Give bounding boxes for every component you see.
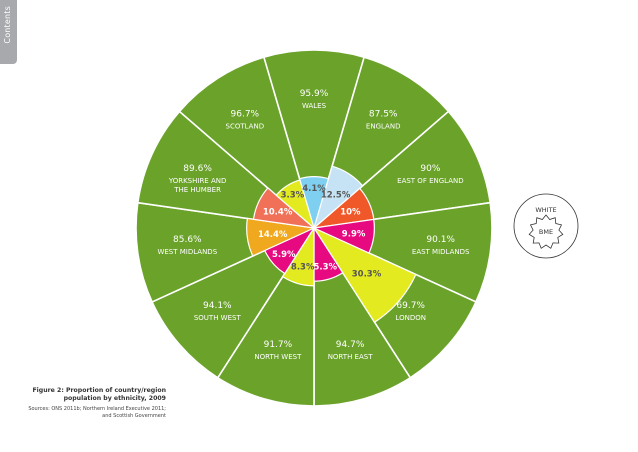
contents-tab[interactable]: Contents bbox=[0, 0, 17, 64]
region-name-scotland: SCOTLAND bbox=[226, 122, 265, 130]
bme-wedge-yorkshire-and-the-humber bbox=[252, 187, 316, 229]
white-value-north-west: 91.7% bbox=[264, 340, 293, 350]
region-name-yorkshire-and-the-humber: THE HUMBER bbox=[173, 186, 221, 194]
white-value-north-east: 94.7% bbox=[336, 340, 365, 350]
region-name-north-west: NORTH WEST bbox=[254, 353, 302, 361]
white-value-london: 69.7% bbox=[396, 301, 425, 311]
bme-value-wales: 4.1% bbox=[302, 184, 326, 194]
white-wedge-south-west bbox=[151, 226, 317, 379]
legend-inner-label: BME bbox=[539, 228, 553, 236]
region-name-west-midlands: WEST MIDLANDS bbox=[157, 248, 217, 256]
white-value-east-midlands: 90.1% bbox=[426, 235, 455, 245]
region-name-east-of-england: EAST OF ENGLAND bbox=[397, 177, 463, 185]
bme-value-england: 12.5% bbox=[321, 190, 351, 200]
bme-value-north-west: 8.3% bbox=[291, 262, 315, 272]
bme-value-south-west: 5.9% bbox=[272, 250, 296, 260]
figure-caption: Figure 2: Proportion of country/region p… bbox=[20, 387, 166, 419]
white-wedge-scotland bbox=[178, 56, 316, 231]
bme-value-scotland: 3.3% bbox=[281, 190, 305, 200]
bme-wedge-england bbox=[312, 165, 364, 230]
white-value-scotland: 96.7% bbox=[231, 109, 260, 119]
white-value-england: 87.5% bbox=[369, 109, 398, 119]
white-value-wales: 95.9% bbox=[300, 89, 329, 99]
figure-source: Sources: ONS 2011b; Northern Ireland Exe… bbox=[28, 406, 166, 419]
region-name-south-west: SOUTH WEST bbox=[194, 314, 242, 322]
white-value-west-midlands: 85.6% bbox=[173, 235, 202, 245]
region-name-north-east: NORTH EAST bbox=[328, 353, 374, 361]
bme-value-west-midlands: 14.4% bbox=[258, 230, 288, 240]
bme-wedge-north-west bbox=[281, 225, 315, 287]
bme-value-yorkshire-and-the-humber: 10.4% bbox=[263, 207, 293, 217]
bme-value-london: 30.3% bbox=[352, 270, 382, 280]
bme-value-east-midlands: 9.9% bbox=[342, 230, 366, 240]
region-name-england: ENGLAND bbox=[366, 122, 401, 130]
white-value-south-west: 94.1% bbox=[203, 301, 232, 311]
figure-title: Figure 2: Proportion of country/region p… bbox=[32, 387, 166, 402]
white-value-yorkshire-and-the-humber: 89.6% bbox=[183, 164, 212, 174]
region-name-london: LONDON bbox=[395, 314, 426, 322]
white-value-east-of-england: 90% bbox=[420, 164, 440, 174]
bme-wedge-west-midlands bbox=[246, 217, 317, 257]
bme-wedge-london bbox=[312, 226, 417, 324]
bme-wedge-scotland bbox=[275, 179, 316, 230]
region-name-yorkshire-and-the-humber: YORKSHIRE AND bbox=[168, 177, 227, 185]
white-wedge-wales bbox=[262, 49, 366, 231]
legend-outer-label: WHITE bbox=[535, 206, 556, 214]
region-name-wales: WALES bbox=[302, 102, 327, 110]
bme-value-east-of-england: 10% bbox=[340, 207, 361, 217]
legend-inner-shape bbox=[528, 214, 564, 249]
region-name-east-midlands: EAST MIDLANDS bbox=[412, 248, 470, 256]
bme-value-north-east: 5.3% bbox=[314, 262, 338, 272]
